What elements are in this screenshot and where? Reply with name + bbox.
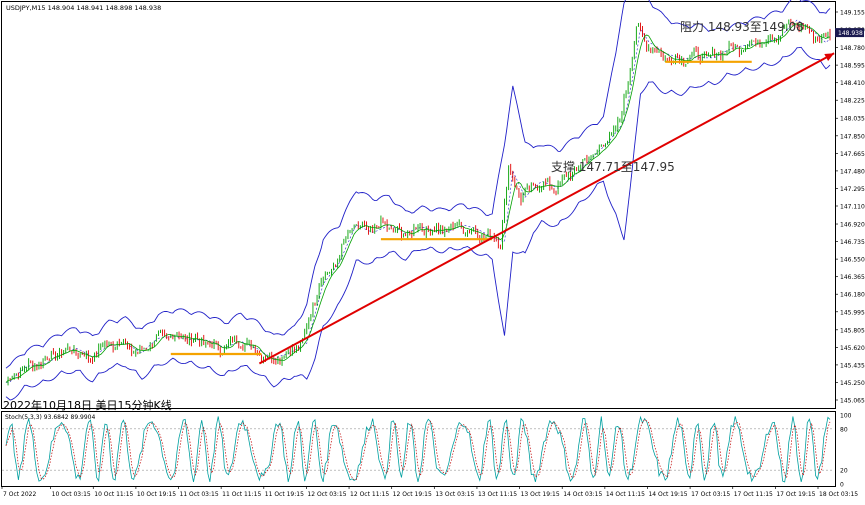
- price-panel-frame: [1, 1, 836, 409]
- support-levels: [170, 60, 752, 356]
- price-tick-label: 147.850: [840, 133, 865, 140]
- sma-line: [5, 23, 831, 383]
- stoch-panel-frame: [1, 411, 836, 487]
- price-tick-label: 145.995: [840, 309, 865, 316]
- time-tick-label: 11 Oct 03:15: [180, 491, 219, 498]
- price-tick-label: 145.250: [840, 380, 865, 387]
- current-price-badge: [835, 28, 864, 38]
- time-tick-label: 14 Oct 19:15: [648, 491, 687, 498]
- time-tick-label: 17 Oct 19:15: [776, 491, 815, 498]
- price-tick-label: 146.735: [840, 239, 865, 246]
- stochastic-oscillator: 100 80 20 0: [2, 413, 852, 489]
- bollinger-middle: [5, 19, 831, 383]
- trend-line: [258, 52, 835, 365]
- price-tick-label: 148.410: [840, 80, 865, 87]
- time-axis: 7 Oct 2022 10 Oct 03:15 10 Oct 11:15 10 Oct…: [1, 486, 858, 498]
- price-tick-label: 148.225: [840, 98, 865, 105]
- price-tick-label: 147.295: [840, 186, 865, 193]
- bollinger-lower: [5, 46, 831, 401]
- price-tick-label: 148.595: [840, 63, 865, 70]
- moving-average: [5, 23, 831, 383]
- time-tick-label: 7 Oct 2022: [3, 491, 36, 498]
- price-tick-label: 145.065: [840, 398, 865, 405]
- current-price-label: 148.938: [838, 30, 863, 37]
- price-axis: 149.155148.970148.780148.595148.410148.2…: [835, 10, 865, 405]
- bollinger-upper: [5, 0, 831, 369]
- time-tick-label: 14 Oct 03:15: [563, 491, 602, 498]
- stoch-tick-label: 20: [840, 468, 848, 475]
- stoch-main-line: [5, 415, 831, 483]
- price-tick-label: 146.180: [840, 292, 865, 299]
- price-tick-label: 149.155: [840, 10, 865, 17]
- price-tick-label: 147.665: [840, 151, 865, 158]
- price-tick-label: 146.365: [840, 274, 865, 281]
- time-tick-label: 17 Oct 11:15: [734, 491, 773, 498]
- time-tick-label: 11 Oct 11:15: [222, 491, 261, 498]
- trend-arrow-head: [824, 53, 835, 62]
- time-tick-label: 17 Oct 03:15: [691, 491, 730, 498]
- support-label: 支撑 147.71至147.95: [551, 159, 675, 174]
- candles: [7, 18, 831, 386]
- time-tick-label: 13 Oct 03:15: [435, 491, 474, 498]
- symbol-header: USDJPY,M15 148.904 148.941 148.898 148.9…: [6, 4, 161, 12]
- stoch-tick-label: 80: [840, 426, 848, 433]
- time-tick-label: 10 Oct 03:15: [52, 491, 91, 498]
- stoch-header: Stoch(5,3,3) 93.6842 89.9904: [5, 414, 96, 421]
- chart-caption: 2022年10月18日 美日15分钟K线: [3, 398, 172, 412]
- price-tick-label: 148.780: [840, 45, 865, 52]
- price-tick-label: 145.805: [840, 327, 865, 334]
- time-tick-label: 11 Oct 19:15: [265, 491, 304, 498]
- price-tick-label: 148.035: [840, 116, 865, 123]
- time-tick-label: 18 Oct 03:15: [819, 491, 858, 498]
- price-tick-label: 145.435: [840, 362, 865, 369]
- time-tick-label: 13 Oct 11:15: [478, 491, 517, 498]
- time-tick-label: 12 Oct 19:15: [393, 491, 432, 498]
- price-tick-label: 146.920: [840, 222, 865, 229]
- time-tick-label: 10 Oct 19:15: [137, 491, 176, 498]
- resistance-label: 阻力 148.93至149.08: [680, 20, 804, 34]
- trend-line-group: [258, 52, 835, 365]
- time-tick-label: 10 Oct 11:15: [94, 491, 133, 498]
- price-tick-label: 147.480: [840, 168, 865, 175]
- time-tick-label: 13 Oct 19:15: [521, 491, 560, 498]
- price-tick-label: 145.620: [840, 345, 865, 352]
- price-tick-label: 146.550: [840, 257, 865, 264]
- stoch-signal-line: [5, 419, 831, 481]
- stoch-tick-label: 100: [840, 413, 852, 420]
- time-tick-label: 12 Oct 03:15: [307, 491, 346, 498]
- price-tick-label: 147.110: [840, 204, 865, 211]
- time-tick-label: 12 Oct 11:15: [350, 491, 389, 498]
- time-tick-label: 14 Oct 11:15: [606, 491, 645, 498]
- bollinger-bands: [5, 0, 831, 401]
- stoch-tick-label: 0: [840, 482, 844, 489]
